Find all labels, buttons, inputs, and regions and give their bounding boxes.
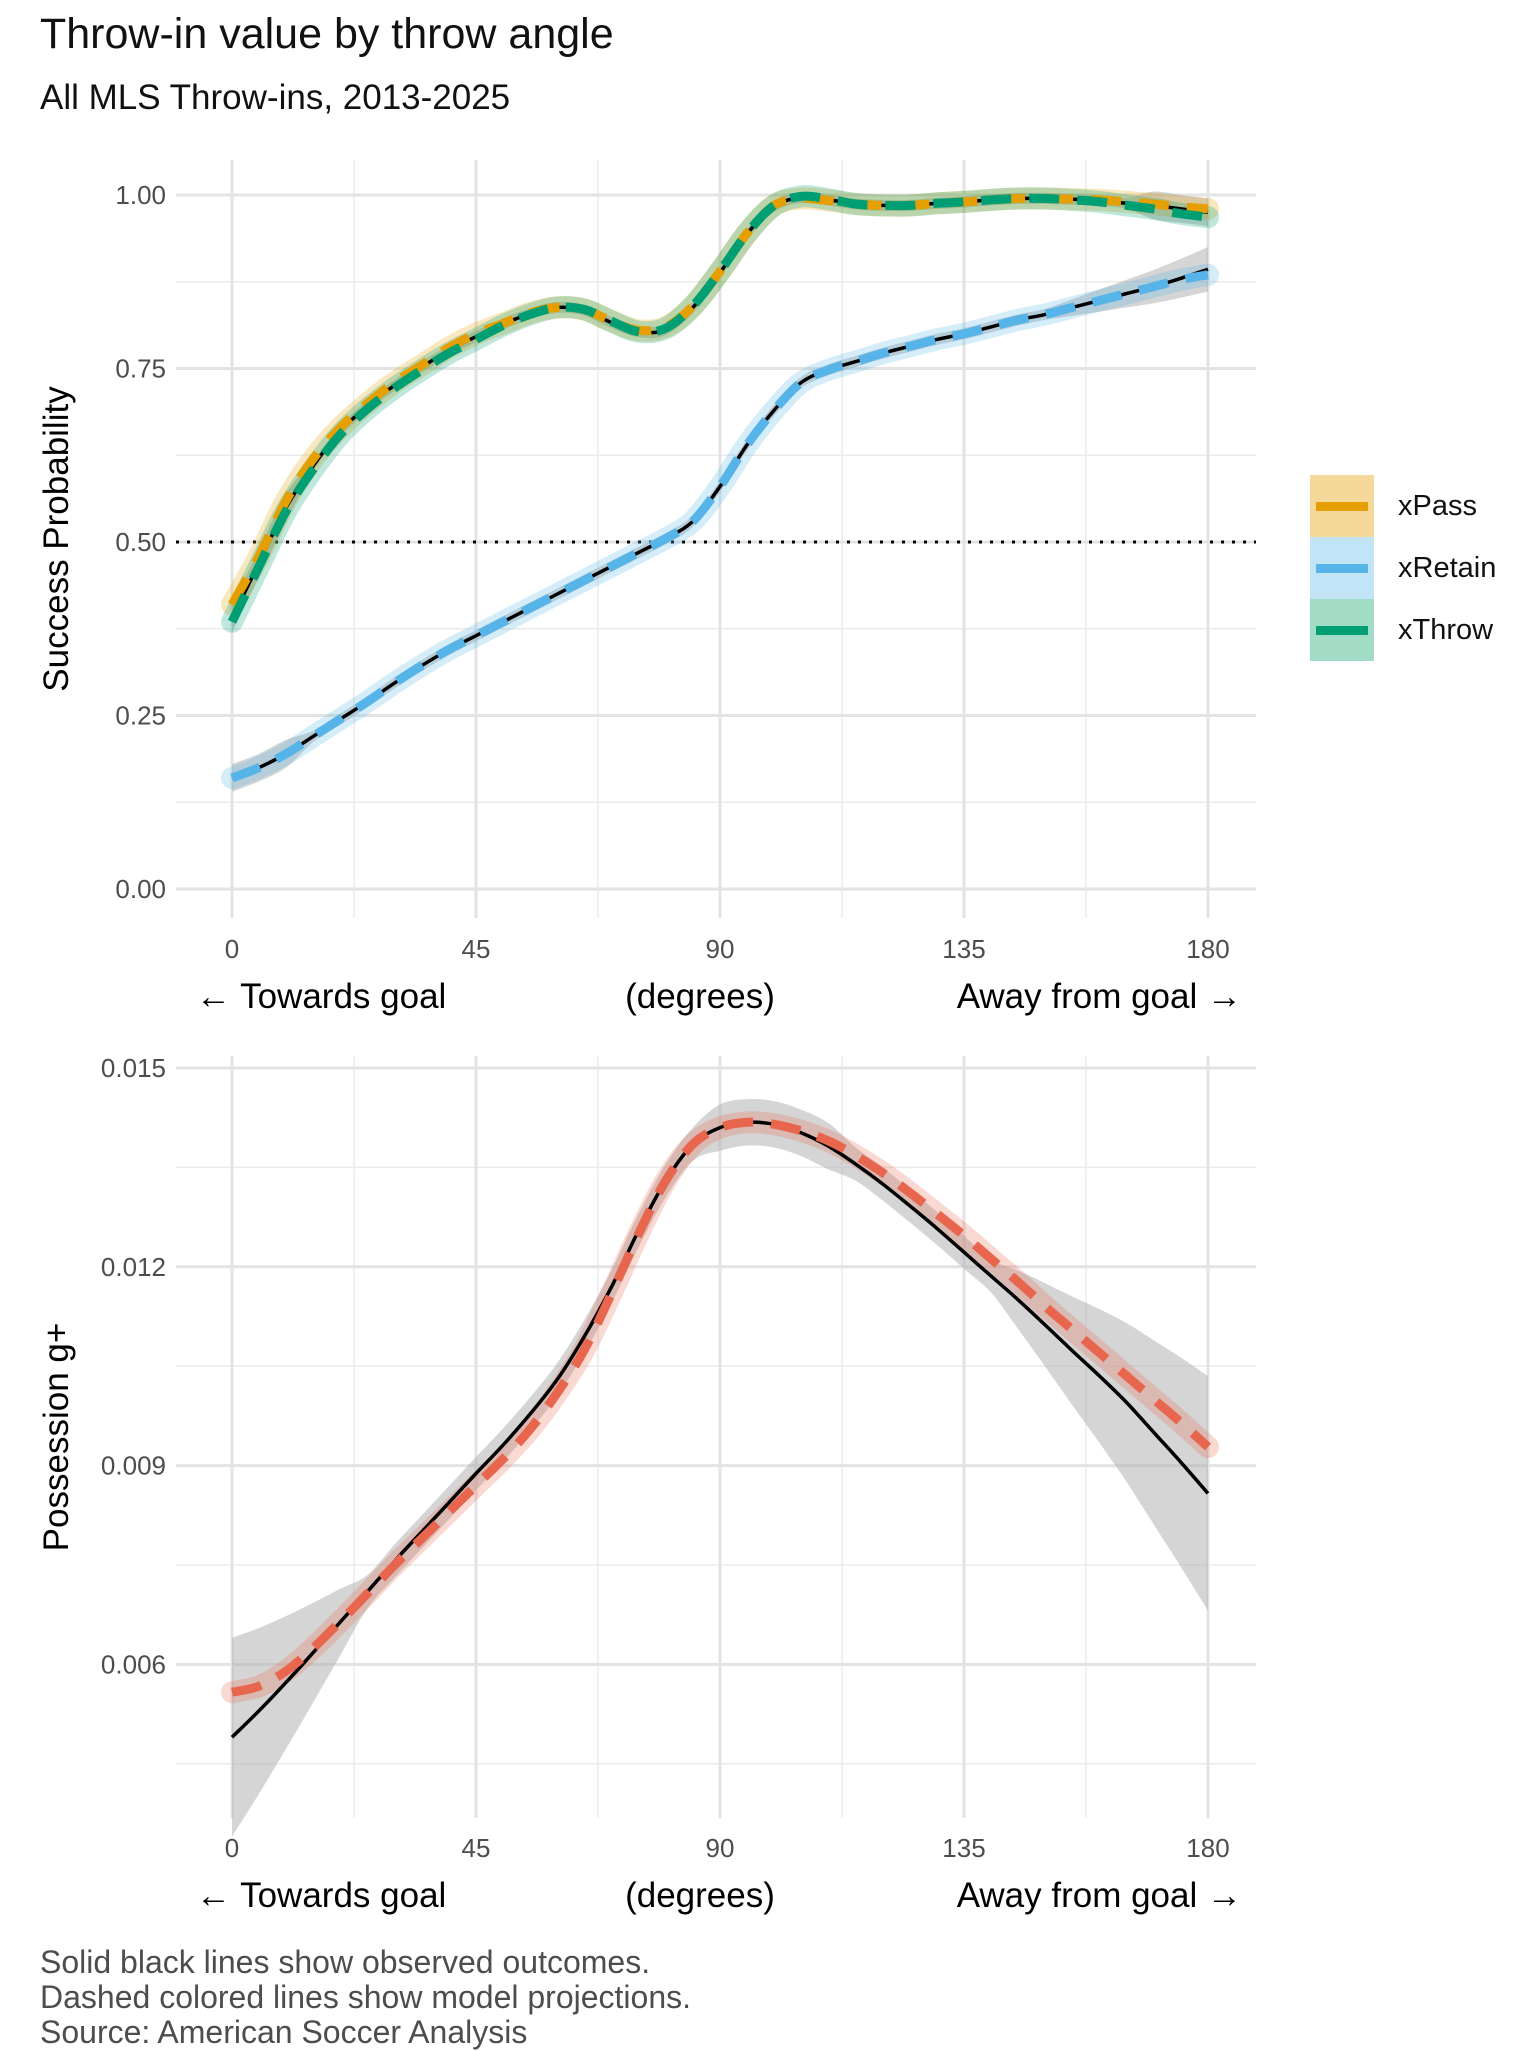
legend-label: xPass xyxy=(1398,489,1477,522)
chart-title: Throw-in value by throw angle xyxy=(40,10,614,58)
x-axis-title-left: ← Towards goal xyxy=(196,1876,446,1915)
legend-item-xretain: xRetain xyxy=(1310,537,1496,599)
y-tick-label: 0.00 xyxy=(115,874,166,904)
x-tick-label: 0 xyxy=(225,934,239,964)
x-tick-label: 90 xyxy=(706,1833,735,1863)
legend-item-xpass: xPass xyxy=(1310,475,1496,537)
x-tick-label: 45 xyxy=(462,934,491,964)
y-tick-label: 0.009 xyxy=(101,1451,166,1481)
y-tick-label: 0.50 xyxy=(115,527,166,557)
y-tick-label: 0.75 xyxy=(115,354,166,384)
legend-item-xthrow: xThrow xyxy=(1310,599,1496,661)
caption-line: Source: American Soccer Analysis xyxy=(40,2014,528,2050)
caption-line: Solid black lines show observed outcomes… xyxy=(40,1944,651,1980)
x-axis-title-left: ← Towards goal xyxy=(196,977,446,1016)
legend-label: xThrow xyxy=(1398,613,1494,646)
series-line-xthrow xyxy=(227,191,1209,624)
y-tick-label: 1.00 xyxy=(115,180,166,210)
x-axis-title-center: (degrees) xyxy=(625,977,775,1016)
x-tick-label: 90 xyxy=(706,934,735,964)
chart-subtitle: All MLS Throw-ins, 2013-2025 xyxy=(40,78,511,117)
x-tick-label: 180 xyxy=(1186,934,1229,964)
chart-panel-2: 0.006 0.009 0.012 0.015 0 45 90 135 180 Possessio… xyxy=(37,1053,1256,1915)
y-tick-label: 0.015 xyxy=(101,1053,166,1083)
y-tick-label: 0.012 xyxy=(101,1252,166,1282)
x-tick-label: 180 xyxy=(1186,1833,1229,1863)
x-tick-label: 0 xyxy=(225,1833,239,1863)
y-tick-label: 0.006 xyxy=(101,1649,166,1679)
y-axis-title: Possession g+ xyxy=(37,1323,76,1552)
y-tick-label: 0.25 xyxy=(115,701,166,731)
legend-key-xpass xyxy=(1310,475,1374,537)
chart-panel-1: 0.00 0.25 0.50 0.75 1.00 0 45 90 135 180 Success P… xyxy=(37,160,1256,1016)
legend-label: xRetain xyxy=(1398,551,1497,584)
x-axis-title-right: Away from goal → xyxy=(957,1876,1242,1915)
legend-key-xthrow xyxy=(1310,599,1374,661)
legend: xPass xRetain xThrow xyxy=(1310,475,1496,661)
caption-line: Dashed colored lines show model projecti… xyxy=(40,1979,692,2015)
x-axis-title-right: Away from goal → xyxy=(957,977,1242,1016)
x-axis-title-center: (degrees) xyxy=(625,1876,775,1915)
x-tick-label: 45 xyxy=(462,1833,491,1863)
y-axis-title: Success Probability xyxy=(37,386,76,692)
legend-key-xretain xyxy=(1310,537,1374,599)
x-tick-label: 135 xyxy=(942,1833,985,1863)
series-line-model-projection xyxy=(231,1117,1212,1697)
observed-line xyxy=(231,267,1209,780)
x-tick-label: 135 xyxy=(942,934,985,964)
